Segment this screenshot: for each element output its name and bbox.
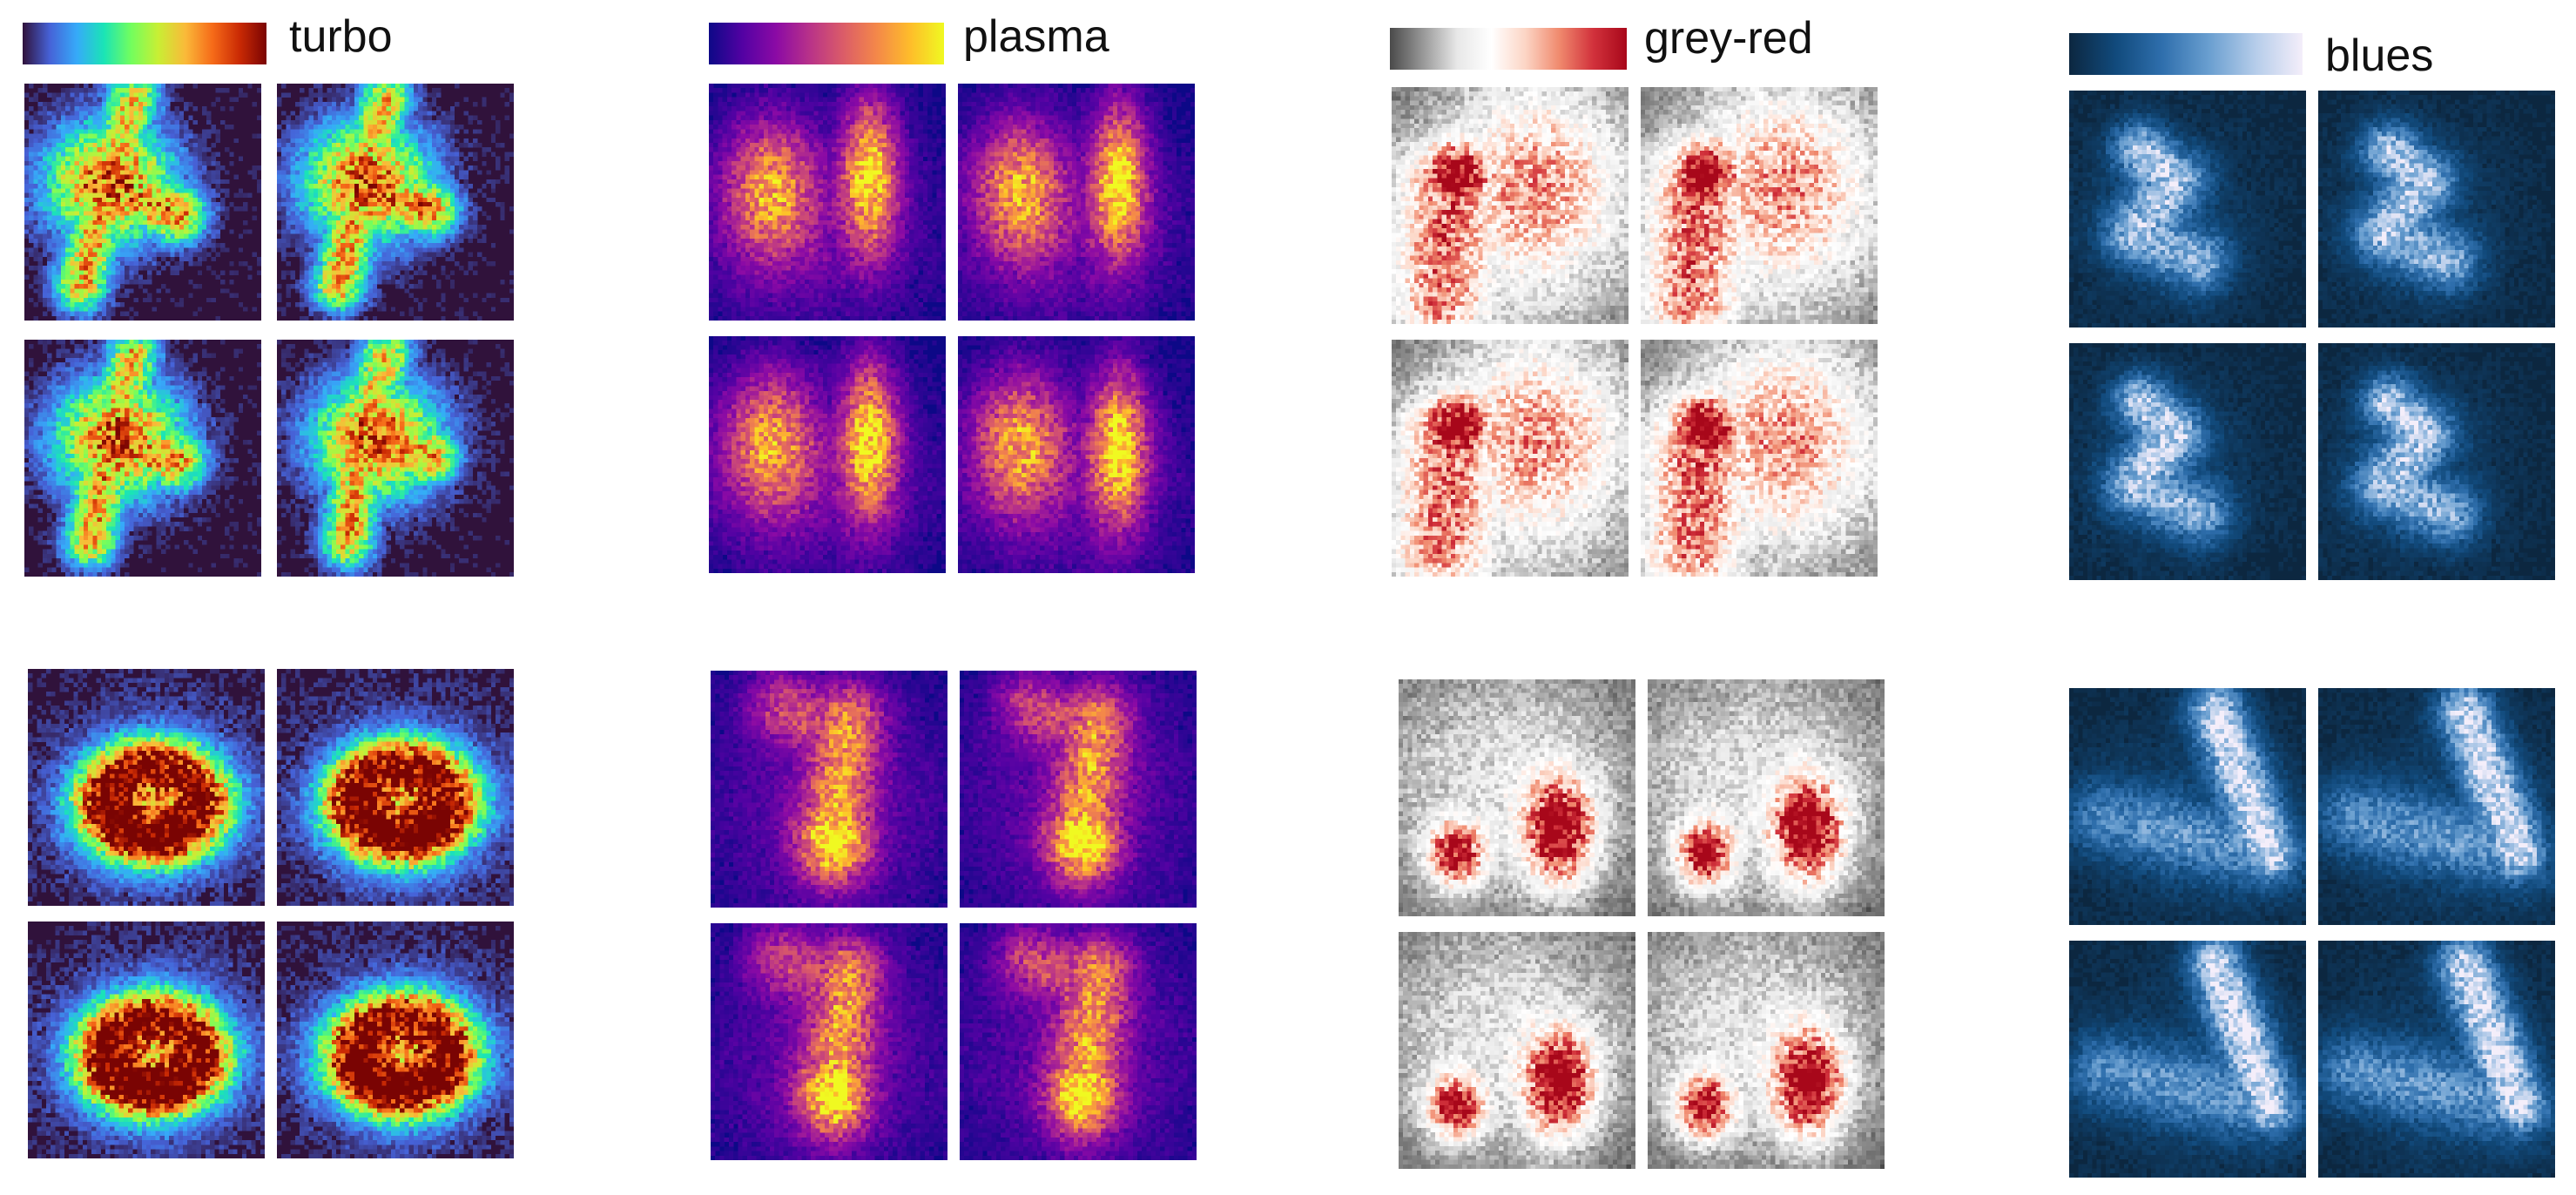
heatmap-panel	[24, 84, 261, 321]
heatmap-image	[1392, 340, 1629, 577]
heatmap-image	[277, 340, 514, 577]
heatmap-image	[958, 84, 1195, 321]
heatmap-panel	[709, 336, 946, 573]
heatmap-panel	[1399, 679, 1635, 916]
colorbar-blues	[2069, 33, 2303, 75]
heatmap-image	[1648, 932, 1885, 1169]
heatmap-panel	[2318, 91, 2555, 327]
heatmap-image	[711, 671, 947, 908]
heatmap-image	[2069, 91, 2306, 327]
heatmap-panel	[1392, 340, 1629, 577]
heatmap-image	[277, 669, 514, 906]
heatmap-panel	[277, 84, 514, 321]
heatmap-panel	[958, 84, 1195, 321]
heatmap-image	[1648, 679, 1885, 916]
heatmap-panel	[1399, 932, 1635, 1169]
heatmap-image	[2318, 941, 2555, 1178]
heatmap-image	[960, 671, 1197, 908]
heatmap-panel	[711, 671, 947, 908]
colormap-label-plasma: plasma	[963, 14, 1109, 59]
heatmap-panel	[958, 336, 1195, 573]
heatmap-image	[24, 84, 261, 321]
heatmap-panel	[277, 340, 514, 577]
heatmap-image	[1641, 340, 1878, 577]
heatmap-image	[277, 922, 514, 1158]
heatmap-panel	[1392, 87, 1629, 324]
colorbar-plasma	[709, 23, 944, 64]
heatmap-panel	[277, 922, 514, 1158]
heatmap-image	[24, 340, 261, 577]
heatmap-image	[958, 336, 1195, 573]
heatmap-panel	[2318, 343, 2555, 580]
colorbar-turbo	[23, 23, 266, 64]
heatmap-image	[277, 84, 514, 321]
heatmap-panel	[2069, 688, 2306, 925]
heatmap-image	[2318, 343, 2555, 580]
heatmap-image	[1392, 87, 1629, 324]
heatmap-panel	[1648, 679, 1885, 916]
heatmap-image	[2069, 688, 2306, 925]
heatmap-panel	[960, 923, 1197, 1160]
heatmap-image	[2069, 343, 2306, 580]
heatmap-image	[2318, 688, 2555, 925]
heatmap-panel	[2318, 688, 2555, 925]
colorbar-grey-red	[1390, 28, 1627, 70]
heatmap-image	[960, 923, 1197, 1160]
heatmap-panel	[2069, 941, 2306, 1178]
heatmap-panel	[2318, 941, 2555, 1178]
heatmap-image	[1399, 932, 1635, 1169]
heatmap-image	[711, 923, 947, 1160]
heatmap-image	[709, 84, 946, 321]
heatmap-image	[709, 336, 946, 573]
heatmap-panel	[711, 923, 947, 1160]
heatmap-panel	[960, 671, 1197, 908]
heatmap-image	[28, 669, 265, 906]
colormap-label-turbo: turbo	[289, 14, 393, 59]
heatmap-panel	[2069, 343, 2306, 580]
heatmap-panel	[709, 84, 946, 321]
heatmap-panel	[2069, 91, 2306, 327]
colormap-label-blues: blues	[2325, 33, 2433, 78]
heatmap-panel	[1648, 932, 1885, 1169]
heatmap-panel	[277, 669, 514, 906]
heatmap-image	[1399, 679, 1635, 916]
heatmap-panel	[1641, 87, 1878, 324]
heatmap-panel	[28, 669, 265, 906]
heatmap-image	[1641, 87, 1878, 324]
colormap-label-grey-red: grey-red	[1644, 16, 1813, 61]
heatmap-image	[28, 922, 265, 1158]
heatmap-image	[2318, 91, 2555, 327]
heatmap-panel	[28, 922, 265, 1158]
heatmap-panel	[24, 340, 261, 577]
heatmap-panel	[1641, 340, 1878, 577]
heatmap-image	[2069, 941, 2306, 1178]
